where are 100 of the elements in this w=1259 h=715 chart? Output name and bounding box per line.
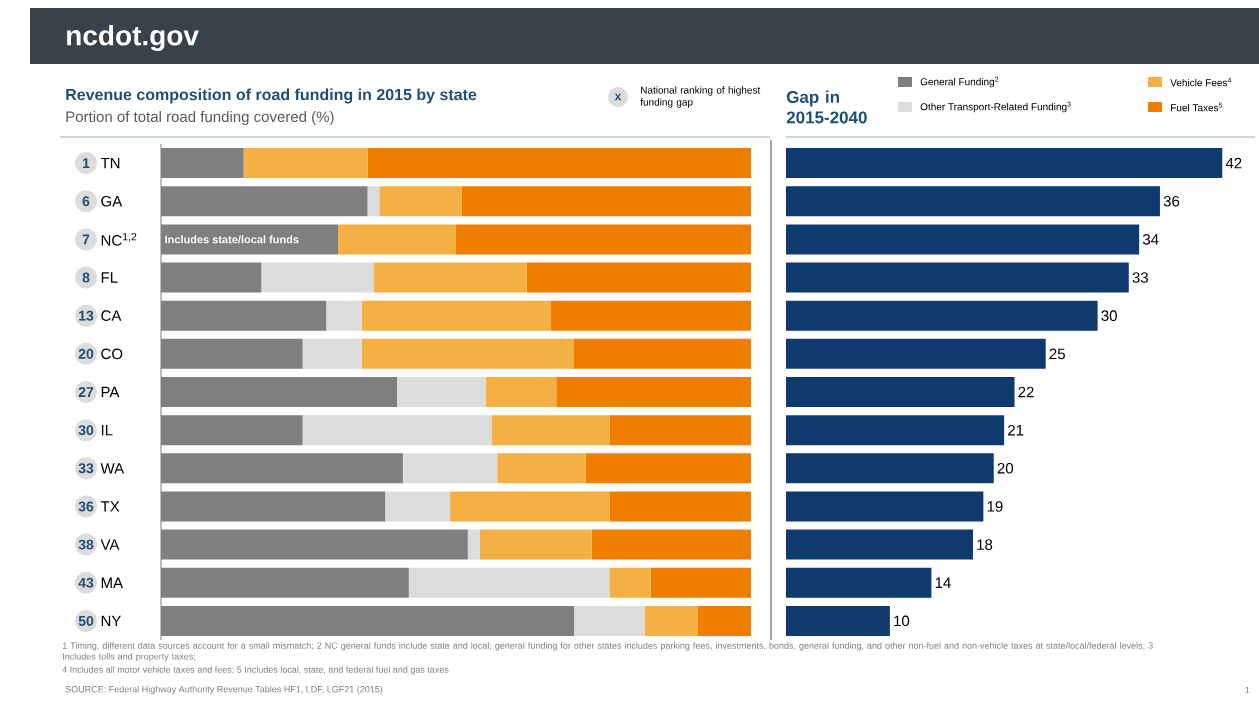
bar bbox=[161, 300, 327, 331]
bar bbox=[302, 338, 362, 369]
bar bbox=[261, 262, 374, 293]
y-tick-label: 36 bbox=[78, 501, 94, 512]
bar bbox=[650, 567, 751, 598]
bar bbox=[161, 148, 244, 179]
y-tick-label: 6 bbox=[82, 196, 90, 207]
y-tick-label: IL bbox=[101, 424, 113, 436]
data-label: 14 bbox=[935, 577, 951, 588]
bar bbox=[479, 529, 592, 560]
data-label: 19 bbox=[987, 501, 1003, 512]
data-label: 18 bbox=[977, 539, 993, 550]
text: 1 bbox=[1245, 686, 1250, 694]
y-tick-label: FL bbox=[101, 272, 118, 283]
bar bbox=[450, 491, 610, 522]
y-tick-label: WA bbox=[100, 463, 125, 474]
bar bbox=[367, 186, 380, 217]
bar bbox=[786, 491, 984, 522]
bar bbox=[161, 186, 368, 217]
bar bbox=[644, 605, 698, 636]
text: ncdot.gov bbox=[67, 24, 199, 52]
bar bbox=[786, 415, 1005, 446]
y-tick-label: GA bbox=[101, 195, 123, 207]
bar bbox=[574, 338, 751, 369]
chart-title: Revenue composition of road funding in 2015 by state bbox=[66, 88, 477, 104]
bar bbox=[408, 567, 610, 598]
bar bbox=[456, 224, 751, 255]
bar bbox=[161, 338, 303, 369]
bar bbox=[367, 148, 751, 179]
bar bbox=[402, 453, 498, 484]
data-label: 22 bbox=[1018, 386, 1034, 398]
y-tick-label: TN bbox=[100, 157, 120, 169]
bar bbox=[585, 453, 751, 484]
bar bbox=[786, 338, 1046, 369]
data-label: 33 bbox=[1132, 272, 1149, 283]
y-tick-label: 43 bbox=[78, 577, 94, 588]
bar bbox=[161, 453, 403, 484]
bar bbox=[161, 224, 339, 255]
data-label: 42 bbox=[1225, 157, 1242, 169]
bar bbox=[786, 300, 1098, 331]
source-note: SOURCE: Federal Highway Authority Revenue Tables HF1, LDF, LGF21 (2015) bbox=[65, 685, 383, 695]
bar bbox=[591, 529, 751, 560]
data-label: 36 bbox=[1163, 195, 1180, 207]
text: 4 Includes all motor vehicle taxes and fees; 5 Includes local, state, and federal fuel and gas taxes bbox=[62, 666, 449, 675]
bar bbox=[467, 529, 480, 560]
text: National ranking of highest funding gap bbox=[640, 86, 761, 108]
bar bbox=[786, 567, 932, 598]
y-tick-label: 1 bbox=[82, 158, 90, 168]
y-tick-label: CO bbox=[101, 348, 123, 360]
data-label: 20 bbox=[997, 462, 1014, 474]
y-tick-label: 30 bbox=[78, 425, 94, 436]
bar bbox=[609, 415, 751, 446]
bar bbox=[161, 415, 303, 446]
bar bbox=[326, 300, 362, 331]
data-label: 10 bbox=[894, 615, 910, 627]
bar bbox=[786, 529, 973, 560]
legend-label: Other Transport-Related Funding$^{3}$ bbox=[920, 101, 1071, 113]
bar bbox=[609, 567, 651, 598]
y-tick-label: 50 bbox=[78, 615, 94, 626]
bar bbox=[526, 262, 751, 293]
bar bbox=[361, 338, 574, 369]
y-tick-label: 7 bbox=[82, 234, 90, 245]
bar bbox=[161, 262, 262, 293]
y-tick-label: 13 bbox=[79, 310, 94, 321]
y-tick-label: 38 bbox=[78, 539, 94, 550]
bar bbox=[497, 453, 586, 484]
legend-label: General Funding$^{2}$ bbox=[920, 76, 999, 88]
bar bbox=[609, 491, 751, 522]
bar bbox=[161, 529, 468, 560]
y-tick-label: NY bbox=[101, 615, 122, 627]
bar bbox=[373, 262, 527, 293]
bar bbox=[786, 148, 1223, 179]
bar bbox=[697, 605, 751, 636]
bar bbox=[379, 186, 462, 217]
bar bbox=[161, 567, 409, 598]
y-tick-label: VA bbox=[100, 539, 120, 550]
bar bbox=[461, 186, 751, 217]
bar bbox=[786, 186, 1160, 217]
y-tick-label: 33 bbox=[78, 463, 94, 474]
bar bbox=[243, 148, 368, 179]
y-tick-label: CA bbox=[101, 310, 122, 321]
bar bbox=[338, 224, 457, 255]
bar bbox=[556, 376, 751, 407]
bar bbox=[550, 300, 751, 331]
text: 1 Timing, different data sources account for a small mismatch; 2 NC general funds include state and local; general funding for other states includes parking fees, investments, bonds, general funding, and other non-fuel and non-vehicle taxes at state/local/federal levels; 3 Includes tolls and property taxes; bbox=[62, 642, 1153, 662]
bar bbox=[161, 376, 398, 407]
bar bbox=[786, 224, 1140, 255]
data-label: 34 bbox=[1142, 234, 1159, 245]
bar bbox=[302, 415, 492, 446]
bar bbox=[397, 376, 486, 407]
bar bbox=[574, 605, 645, 636]
bar bbox=[385, 491, 451, 522]
legend-label: Vehicle Fees$^{4}$ bbox=[1170, 77, 1232, 87]
bar bbox=[786, 605, 890, 636]
annotation: Includes state/local funds bbox=[165, 235, 299, 244]
chart-title: Gap in 2015-2040 bbox=[786, 90, 867, 124]
y-tick-label: TX bbox=[100, 501, 120, 512]
y-tick-label: 20 bbox=[78, 348, 94, 359]
y-tick-label: NC$^{1,2}$ bbox=[101, 233, 137, 246]
bar bbox=[161, 491, 386, 522]
